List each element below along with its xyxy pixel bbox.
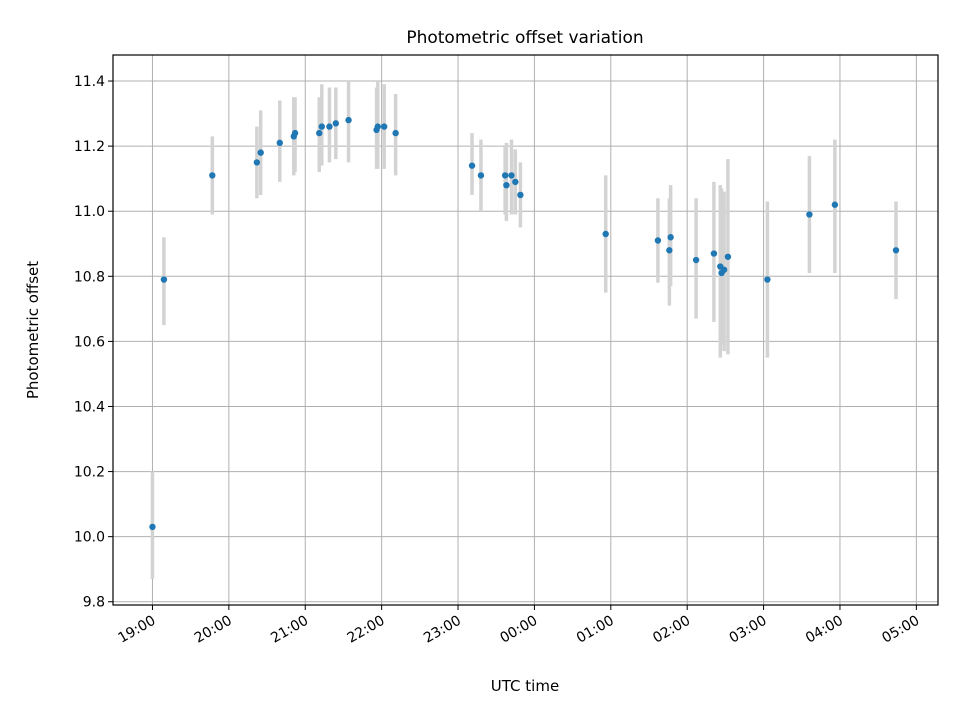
plot-frame xyxy=(112,54,939,606)
data-point xyxy=(720,266,728,273)
data-point xyxy=(468,162,476,169)
data-point xyxy=(692,256,700,264)
data-point xyxy=(831,201,839,208)
data-point xyxy=(380,123,388,130)
data-point xyxy=(477,172,485,179)
y-tick-label: 10.6 xyxy=(74,334,105,350)
y-axis-label: Photometric offset xyxy=(24,261,42,399)
data-point xyxy=(724,253,732,260)
data-point xyxy=(806,211,813,218)
grid xyxy=(113,55,938,605)
data-point xyxy=(654,237,662,244)
data-point xyxy=(503,181,510,189)
y-tick-label: 9.8 xyxy=(83,595,105,611)
data-points xyxy=(149,116,900,531)
y-tick-label: 10.8 xyxy=(74,269,105,285)
data-point xyxy=(160,276,168,283)
data-point xyxy=(392,129,399,137)
y-tick-label: 10.0 xyxy=(74,530,105,546)
data-point xyxy=(326,123,333,130)
data-point xyxy=(332,120,340,127)
data-point xyxy=(316,129,323,137)
data-point xyxy=(209,172,216,179)
y-tick-label: 11.2 xyxy=(74,139,105,155)
chart-title: Photometric offset variation xyxy=(406,28,643,48)
y-tick-label: 11.4 xyxy=(74,74,105,90)
x-axis-label: UTC time xyxy=(491,677,559,695)
y-tick-label: 10.2 xyxy=(74,465,105,481)
data-point xyxy=(710,250,718,257)
data-point xyxy=(764,276,771,283)
y-tick-label: 11.0 xyxy=(74,204,105,220)
data-point xyxy=(892,247,900,254)
data-point xyxy=(508,172,515,179)
data-point xyxy=(276,139,283,147)
data-point xyxy=(149,523,156,531)
data-point xyxy=(291,129,299,137)
data-point xyxy=(257,149,264,156)
data-point xyxy=(517,191,524,199)
data-point xyxy=(253,159,261,166)
data-point xyxy=(667,234,674,241)
y-tick-label: 10.4 xyxy=(74,399,105,415)
data-point xyxy=(512,178,519,186)
data-point xyxy=(374,123,382,130)
y-axis: 9.8 10.0 10.2 10.4 10.6 10.8 11.0 11.2 11.4 xyxy=(74,74,113,611)
data-point xyxy=(602,230,609,238)
data-point xyxy=(345,116,352,124)
data-point xyxy=(318,123,325,130)
data-point xyxy=(666,247,673,254)
data-point xyxy=(501,172,509,179)
